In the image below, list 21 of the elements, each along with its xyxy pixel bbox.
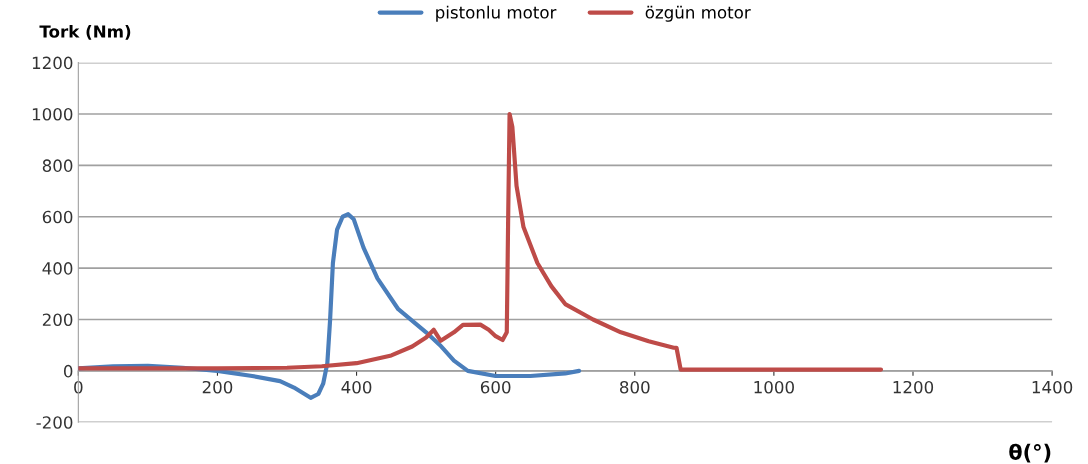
y-tick-label: 200	[42, 313, 73, 327]
y-tick-label: 0	[63, 364, 73, 378]
y-axis-title: Tork (Nm)	[39, 24, 131, 40]
x-tick-label: 800	[619, 380, 650, 394]
y-tick-label: 800	[42, 159, 73, 172]
y-tick-label: 1200	[32, 56, 73, 70]
x-tick-label: 600	[480, 380, 511, 394]
y-tick-label: 400	[42, 262, 73, 275]
x-tick-label: 1400	[1032, 380, 1073, 394]
line-series	[78, 111, 884, 372]
x-tick-label: 1200	[893, 380, 934, 394]
y-tick-label: 1000	[32, 107, 73, 121]
y-tick-label: -200	[36, 416, 73, 429]
x-tick-label: 200	[202, 380, 233, 394]
x-tick-label: 400	[341, 380, 372, 394]
legend-label: pistonlu motor	[436, 5, 557, 22]
x-tick-label: 0	[74, 380, 83, 394]
x-tick-label: 1000	[754, 380, 794, 394]
y-tick-label: 600	[42, 210, 73, 224]
x-axis-title: θ(°)	[1009, 443, 1051, 463]
legend-label: özgün motor	[645, 5, 751, 22]
